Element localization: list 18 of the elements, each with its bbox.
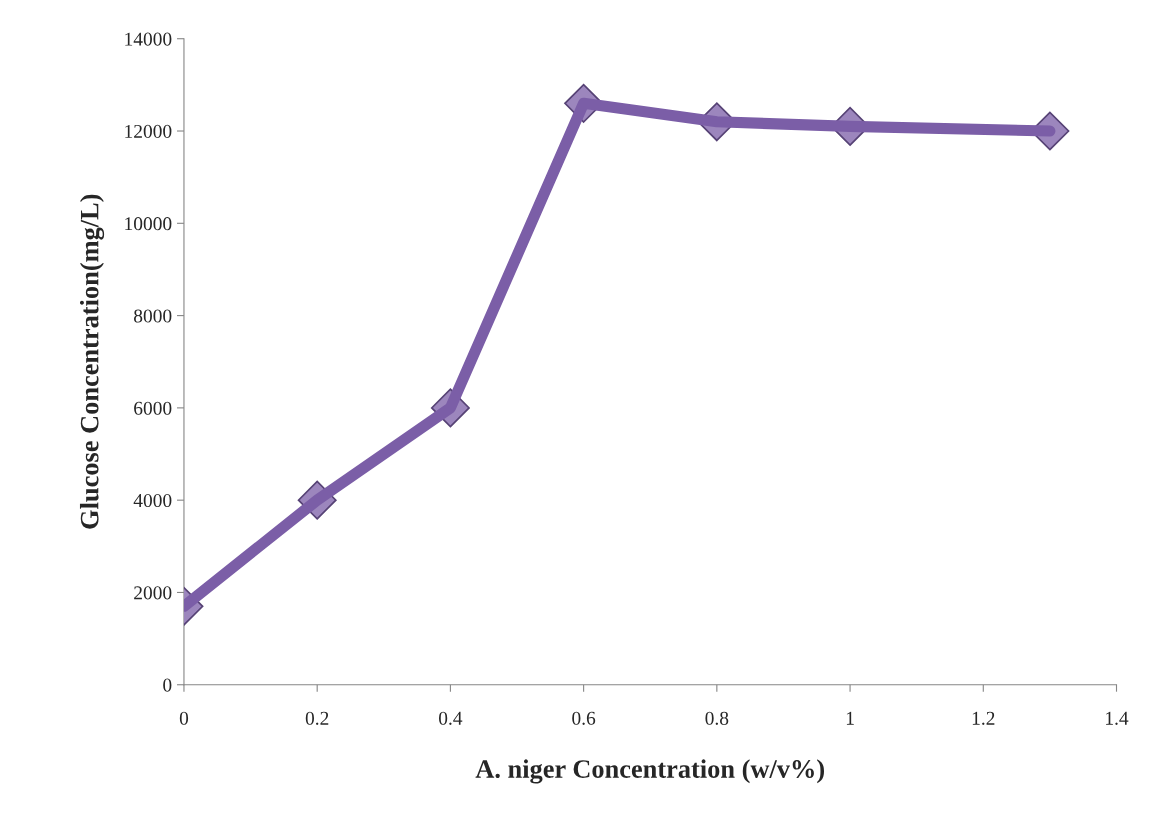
x-tick-label: 0 (179, 711, 189, 725)
x-tick-label: 1 (846, 711, 854, 725)
x-tick-label: 0.6 (572, 711, 596, 725)
x-tick-label: 1.2 (972, 711, 995, 725)
y-tick-label: 4000 (133, 493, 172, 508)
y-tick-label: 10000 (125, 217, 172, 231)
x-axis-title: A. niger Concentration (w/v%) (475, 759, 825, 784)
x-tick-label: 0.8 (705, 711, 729, 725)
y-tick-label: 6000 (134, 401, 172, 415)
y-tick-label: 0 (163, 678, 172, 692)
x-tick-label: 1.4 (1106, 711, 1129, 725)
y-axis-title: Glucose Concentration(mg/L) (79, 194, 105, 529)
y-tick-label: 8000 (134, 309, 172, 323)
y-tick-label: 12000 (125, 124, 172, 138)
y-tick-label: 14000 (125, 32, 172, 46)
y-tick-label: 2000 (134, 586, 172, 600)
x-tick-label: 0.2 (305, 711, 329, 725)
x-tick-label: 0.4 (438, 711, 463, 725)
